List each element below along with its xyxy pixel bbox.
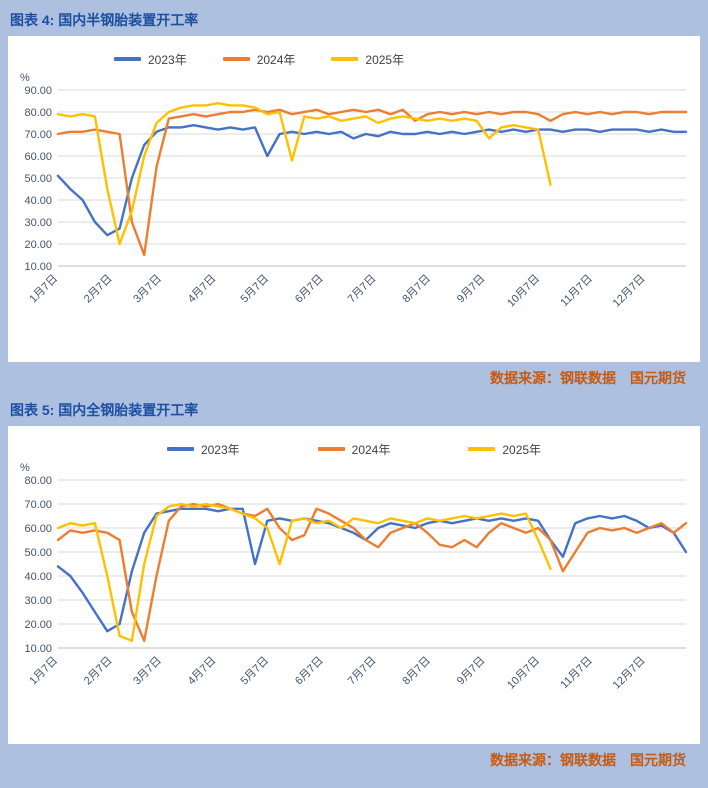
legend-line-marker xyxy=(317,447,345,451)
y-axis-tick-label: 20.00 xyxy=(24,239,52,251)
x-axis-tick-label: 4月7日 xyxy=(186,655,219,688)
series-line xyxy=(56,102,552,246)
x-axis-tick-label: 3月7日 xyxy=(131,655,164,688)
x-axis-tick-label: 5月7日 xyxy=(238,273,271,306)
legend-item: 2024年 xyxy=(317,441,391,458)
chart-5-card: 2023年 2024年 2025年 80.00 70.00 60.00 50.00 40.0… xyxy=(8,426,700,744)
x-axis-tick-label: 4月7日 xyxy=(186,273,219,306)
legend-label: 2024年 xyxy=(256,52,296,67)
x-axis-tick-label: 7月7日 xyxy=(346,273,379,306)
y-axis-tick-label: 50.00 xyxy=(24,547,52,559)
y-axis-tick-label: 60.00 xyxy=(24,151,52,163)
y-axis-tick-label: 50.00 xyxy=(24,173,52,185)
series-line xyxy=(56,108,688,257)
figure-5-title: 图表 5: 国内全钢胎装置开工率 xyxy=(10,402,199,418)
y-axis-tick-label: 10.00 xyxy=(24,261,52,273)
series-line xyxy=(56,124,688,237)
y-axis-tick-label: 80.00 xyxy=(24,475,52,487)
x-axis-tick-label: 8月7日 xyxy=(400,655,433,688)
y-axis-unit-label: % xyxy=(20,462,30,474)
x-axis-tick-label: 7月7日 xyxy=(346,655,379,688)
series-line xyxy=(56,507,688,633)
legend-line-marker xyxy=(331,57,359,61)
x-axis-tick-label: 11月7日 xyxy=(558,655,594,691)
y-axis-tick-label: 20.00 xyxy=(24,619,52,631)
chart-4-plot: 90.00 80.00 70.00 60.00 50.00 40.00 30.00 20.00… xyxy=(8,70,700,358)
x-axis-tick-label: 8月7日 xyxy=(400,273,433,306)
x-axis-tick-label: 9月7日 xyxy=(455,655,488,688)
x-axis-tick-label: 2月7日 xyxy=(82,655,115,688)
figure-5-source: 数据来源：钢联数据 国元期货 xyxy=(490,752,686,768)
chart-4-card: 2023年 2024年 2025年 90.00 80.00 70.00 60.00 50.0… xyxy=(8,36,700,362)
x-axis-tick-label: 12月7日 xyxy=(611,655,648,692)
y-axis-tick-label: 90.00 xyxy=(24,85,52,97)
chart-4-legend: 2023年 2024年 2025年 xyxy=(8,48,700,70)
y-axis-tick-label: 10.00 xyxy=(24,643,52,655)
y-axis-tick-label: 60.00 xyxy=(24,523,52,535)
y-axis-unit-label: % xyxy=(20,72,30,84)
x-axis-tick-label: 1月7日 xyxy=(27,655,60,688)
legend-item: 2025年 xyxy=(468,441,541,458)
legend-label: 2023年 xyxy=(200,442,240,457)
legend-item: 2023年 xyxy=(114,51,187,68)
x-axis-tick-label: 1月7日 xyxy=(27,273,60,306)
legend-line-marker xyxy=(166,447,194,451)
series-line xyxy=(56,502,552,643)
chart-5-legend: 2023年 2024年 2025年 xyxy=(8,438,700,460)
y-axis-tick-label: 40.00 xyxy=(24,195,52,207)
y-axis-tick-label: 30.00 xyxy=(24,595,52,607)
x-axis-tick-label: 10月7日 xyxy=(505,655,542,692)
series-line xyxy=(56,502,688,643)
x-axis-tick-label: 2月7日 xyxy=(82,273,115,306)
x-axis-tick-label: 6月7日 xyxy=(293,655,326,688)
x-axis-tick-label: 11月7日 xyxy=(558,273,594,309)
legend-line-marker xyxy=(222,57,250,61)
x-axis-tick-label: 3月7日 xyxy=(131,273,164,306)
legend-item: 2025年 xyxy=(331,51,404,68)
y-axis-tick-label: 30.00 xyxy=(24,217,52,229)
legend-line-marker xyxy=(114,57,141,61)
y-axis-tick-label: 70.00 xyxy=(24,129,52,141)
y-axis-tick-label: 70.00 xyxy=(24,499,52,511)
x-axis-tick-label: 9月7日 xyxy=(455,273,488,306)
x-axis-tick-label: 10月7日 xyxy=(505,273,542,310)
y-axis-tick-label: 40.00 xyxy=(24,571,52,583)
chart-5-plot: 80.00 70.00 60.00 50.00 40.00 30.00 20.00 10.00… xyxy=(8,460,700,740)
line-chart: 80.00 70.00 60.00 50.00 40.00 30.00 20.00 10.00… xyxy=(20,462,688,692)
figure-4-title: 图表 4: 国内半钢胎装置开工率 xyxy=(10,12,199,28)
x-axis-tick-label: 6月7日 xyxy=(293,273,326,306)
legend-label: 2025年 xyxy=(365,52,405,67)
y-axis-tick-label: 80.00 xyxy=(24,107,52,119)
x-axis-tick-label: 5月7日 xyxy=(238,655,271,688)
x-axis-tick-label: 12月7日 xyxy=(611,273,648,310)
line-chart: 90.00 80.00 70.00 60.00 50.00 40.00 30.00 20.00… xyxy=(20,72,688,310)
legend-item: 2023年 xyxy=(166,441,240,458)
legend-item: 2024年 xyxy=(222,51,296,68)
legend-label: 2024年 xyxy=(351,442,391,457)
legend-label: 2023年 xyxy=(148,52,187,67)
figure-4-source: 数据来源：钢联数据 国元期货 xyxy=(490,370,686,386)
legend-line-marker xyxy=(468,447,496,451)
legend-label: 2025年 xyxy=(502,442,542,457)
